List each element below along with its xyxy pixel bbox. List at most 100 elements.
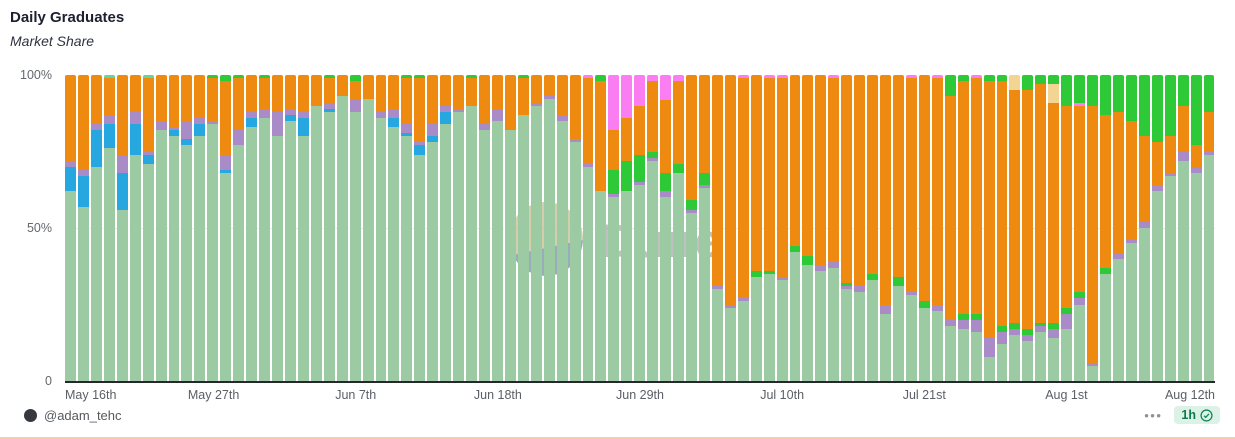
bar[interactable] [440, 75, 452, 381]
bar[interactable] [375, 75, 387, 381]
bar-segment-purple [815, 264, 827, 271]
bar[interactable] [530, 75, 542, 381]
bar[interactable] [854, 75, 866, 381]
bar[interactable] [944, 75, 956, 381]
bar[interactable] [970, 75, 982, 381]
bar[interactable] [802, 75, 814, 381]
bar[interactable] [1177, 75, 1189, 381]
bar[interactable] [957, 75, 969, 381]
bar[interactable] [1125, 75, 1137, 381]
bar[interactable] [77, 75, 89, 381]
bar[interactable] [569, 75, 581, 381]
author-handle[interactable]: @adam_tehc [44, 407, 122, 423]
bar[interactable] [673, 75, 684, 381]
bar[interactable] [880, 75, 891, 381]
bar[interactable] [310, 75, 322, 381]
bar[interactable] [103, 75, 115, 381]
bar[interactable] [918, 75, 930, 381]
bar[interactable] [362, 75, 374, 381]
bar[interactable] [181, 75, 193, 381]
bar[interactable] [220, 75, 232, 381]
bar[interactable] [1151, 75, 1163, 381]
bar[interactable] [116, 75, 128, 381]
bar-segment-orange [1061, 105, 1073, 308]
bar[interactable] [233, 75, 245, 381]
bar[interactable] [414, 75, 426, 381]
bar[interactable] [543, 75, 555, 381]
bar[interactable] [168, 75, 180, 381]
bar[interactable] [466, 75, 477, 381]
bar-segment-purple [207, 120, 219, 124]
bar-segment-orange [336, 75, 348, 97]
bar[interactable] [905, 75, 917, 381]
bar[interactable] [155, 75, 167, 381]
overflow-menu-button[interactable]: ••• [1144, 407, 1163, 423]
bar[interactable] [349, 75, 361, 381]
bar[interactable] [867, 75, 879, 381]
bar[interactable] [207, 75, 219, 381]
bar[interactable] [815, 75, 827, 381]
bar[interactable] [1074, 75, 1086, 381]
bar[interactable] [388, 75, 400, 381]
bar[interactable] [142, 75, 154, 381]
bar[interactable] [634, 75, 646, 381]
bar[interactable] [479, 75, 490, 381]
bar[interactable] [246, 75, 258, 381]
bar[interactable] [272, 75, 283, 381]
bar[interactable] [686, 75, 697, 381]
bar[interactable] [660, 75, 672, 381]
bar[interactable] [284, 75, 296, 381]
bar[interactable] [789, 75, 801, 381]
bar[interactable] [194, 75, 206, 381]
bar[interactable] [259, 75, 270, 381]
bar[interactable] [1100, 75, 1111, 381]
bar[interactable] [931, 75, 943, 381]
bar[interactable] [763, 75, 775, 381]
bar[interactable] [828, 75, 840, 381]
bar[interactable] [1112, 75, 1124, 381]
bar-segment-orange [401, 78, 413, 124]
bar[interactable] [297, 75, 309, 381]
bar[interactable] [90, 75, 102, 381]
bar[interactable] [504, 75, 516, 381]
bar[interactable] [1022, 75, 1034, 381]
bar[interactable] [983, 75, 995, 381]
bar[interactable] [517, 75, 529, 381]
bar[interactable] [491, 75, 503, 381]
bar[interactable] [1164, 75, 1176, 381]
bar[interactable] [1061, 75, 1073, 381]
bar[interactable] [1203, 75, 1215, 381]
bar[interactable] [401, 75, 413, 381]
freshness-badge[interactable]: 1h [1174, 406, 1220, 424]
bar[interactable] [1190, 75, 1202, 381]
bar-segment-sage [297, 136, 309, 381]
bar[interactable] [1087, 75, 1098, 381]
bar[interactable] [453, 75, 465, 381]
bar[interactable] [711, 75, 723, 381]
bar-segment-sage [116, 209, 128, 381]
bar[interactable] [582, 75, 594, 381]
bar[interactable] [323, 75, 335, 381]
bar[interactable] [595, 75, 607, 381]
bar[interactable] [1138, 75, 1150, 381]
bar[interactable] [1048, 75, 1060, 381]
bar[interactable] [776, 75, 788, 381]
bar[interactable] [750, 75, 762, 381]
bar[interactable] [724, 75, 736, 381]
bar[interactable] [556, 75, 568, 381]
bar[interactable] [996, 75, 1008, 381]
bar[interactable] [621, 75, 633, 381]
bar[interactable] [737, 75, 749, 381]
bar[interactable] [1009, 75, 1021, 381]
bar[interactable] [1035, 75, 1047, 381]
bar[interactable] [65, 75, 76, 381]
stacked-bars[interactable] [65, 75, 1215, 381]
bar[interactable] [608, 75, 620, 381]
bar[interactable] [698, 75, 710, 381]
bar[interactable] [336, 75, 348, 381]
bar[interactable] [647, 75, 659, 381]
bar[interactable] [129, 75, 141, 381]
bar[interactable] [893, 75, 904, 381]
bar[interactable] [427, 75, 439, 381]
bar[interactable] [841, 75, 853, 381]
